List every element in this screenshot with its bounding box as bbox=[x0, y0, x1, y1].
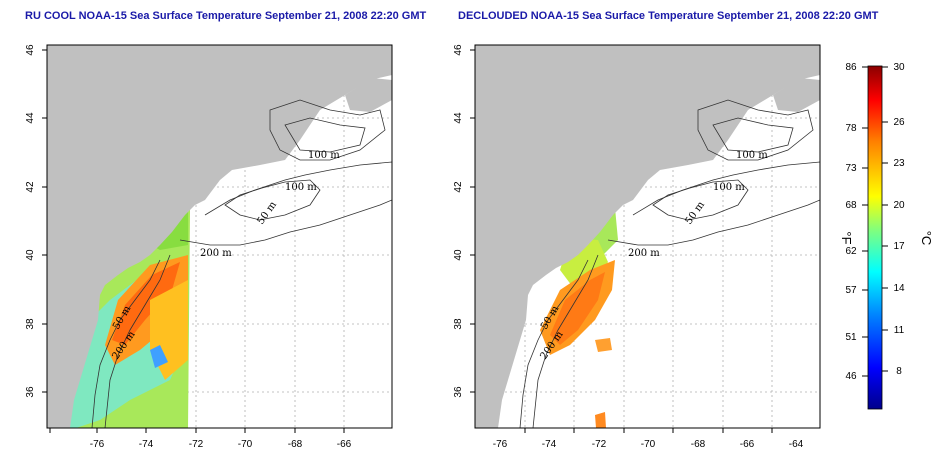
left-lat-label: 46 bbox=[25, 44, 36, 56]
celsius-tick-label: 26 bbox=[893, 117, 905, 128]
left-lat-labels: 46 44 42 40 38 36 bbox=[25, 44, 36, 398]
left-lon-label: -68 bbox=[288, 439, 303, 450]
fahrenheit-tick-label: 86 bbox=[845, 62, 857, 73]
right-lat-label: 38 bbox=[453, 318, 464, 330]
fahrenheit-tick-label: 62 bbox=[845, 246, 857, 257]
colorbar-ticks bbox=[862, 66, 888, 377]
colorbar-gradient-bar bbox=[867, 65, 883, 410]
celsius-tick-label: 17 bbox=[893, 241, 905, 252]
fahrenheit-tick-label: 57 bbox=[845, 285, 857, 296]
celsius-tick-label: 14 bbox=[893, 283, 905, 294]
fahrenheit-tick-label: 68 bbox=[845, 200, 857, 211]
right-lon-label: -76 bbox=[493, 439, 508, 450]
fahrenheit-tick-label: 51 bbox=[845, 332, 857, 343]
celsius-tick-label: 11 bbox=[894, 325, 905, 336]
right-contour-label-2: 100 m bbox=[713, 182, 745, 193]
fahrenheit-tick-label: 73 bbox=[845, 163, 857, 174]
right-bathymetry bbox=[519, 99, 820, 428]
right-contour-label-4: 200 m bbox=[628, 248, 660, 259]
right-map-title: DECLOUDED NOAA-15 Sea Surface Temperatur… bbox=[458, 10, 879, 22]
right-lon-label: -68 bbox=[691, 439, 706, 450]
fahrenheit-tick-label: 78 bbox=[845, 123, 857, 134]
left-lat-label: 38 bbox=[25, 318, 36, 330]
left-lon-labels: -76 -74 -72 -70 -68 -66 bbox=[90, 439, 352, 450]
colorbar-celsius-labels: 30 26 23 20 17 14 11 8 bbox=[893, 62, 905, 377]
right-lon-label: -64 bbox=[789, 439, 804, 450]
celsius-tick-label: 20 bbox=[893, 200, 905, 211]
right-lon-label: -70 bbox=[641, 439, 656, 450]
celsius-tick-label: 23 bbox=[893, 158, 905, 169]
right-land bbox=[475, 45, 820, 428]
left-lon-label: -74 bbox=[139, 439, 154, 450]
right-lat-label: 46 bbox=[453, 44, 464, 56]
celsius-tick-label: 30 bbox=[893, 62, 905, 73]
colorbar-fahrenheit-labels: 86 78 73 68 62 57 51 46 bbox=[845, 62, 857, 382]
right-lon-labels: -76 -74 -72 -70 -68 -66 -64 bbox=[493, 439, 804, 450]
left-contour-label-4: 200 m bbox=[200, 248, 232, 259]
left-lon-label: -72 bbox=[189, 439, 204, 450]
left-lat-label: 40 bbox=[25, 249, 36, 261]
right-ticks bbox=[470, 49, 773, 433]
fahrenheit-unit-label: °F bbox=[839, 231, 854, 244]
celsius-tick-label: 8 bbox=[896, 366, 902, 377]
left-lon-label: -76 bbox=[90, 439, 105, 450]
left-lon-label: -66 bbox=[337, 439, 352, 450]
left-frame bbox=[46, 44, 393, 429]
right-lon-label: -74 bbox=[542, 439, 557, 450]
right-lon-label: -72 bbox=[592, 439, 607, 450]
right-lat-label: 40 bbox=[453, 249, 464, 261]
right-lat-label: 36 bbox=[453, 386, 464, 398]
right-map: 100 m 100 m 50 m 200 m 50 m 200 m -76 -7… bbox=[453, 44, 821, 450]
left-lat-label: 36 bbox=[25, 386, 36, 398]
left-land bbox=[47, 45, 392, 428]
left-bathymetry bbox=[91, 99, 392, 428]
left-map: 100 m 100 m 50 m 200 m 50 m 200 m -76 -7… bbox=[25, 44, 393, 450]
fahrenheit-tick-label: 46 bbox=[845, 371, 857, 382]
right-lon-label: -66 bbox=[740, 439, 755, 450]
right-contour-label-1: 100 m bbox=[736, 150, 768, 161]
left-contour-label-2: 100 m bbox=[285, 182, 317, 193]
left-lon-label: -70 bbox=[238, 439, 253, 450]
left-lat-label: 44 bbox=[25, 112, 36, 124]
right-frame bbox=[474, 44, 821, 429]
left-ticks bbox=[42, 49, 345, 433]
celsius-unit-label: °C bbox=[919, 231, 934, 246]
colorbar: 86 78 73 68 62 57 51 46 30 26 23 20 17 1… bbox=[839, 62, 934, 410]
left-map-title: RU COOL NOAA-15 Sea Surface Temperature … bbox=[25, 10, 427, 22]
left-lat-label: 42 bbox=[25, 181, 36, 193]
right-lat-label: 44 bbox=[453, 112, 464, 124]
right-lat-label: 42 bbox=[453, 181, 464, 193]
right-lat-labels: 46 44 42 40 38 36 bbox=[453, 44, 464, 398]
left-contour-label-1: 100 m bbox=[308, 150, 340, 161]
